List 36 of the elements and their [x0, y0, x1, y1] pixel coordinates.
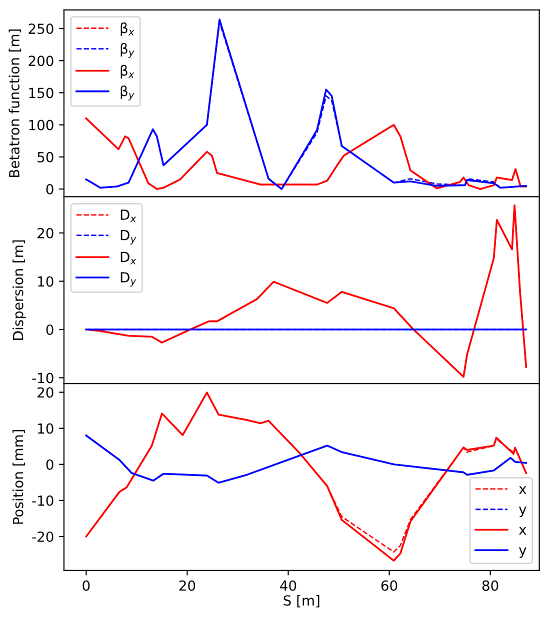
- legend-label: β$_{y}$: [120, 85, 134, 100]
- legend-label: D$_{x}$: [120, 210, 136, 222]
- y-tick-label: 0: [46, 184, 54, 195]
- legend-label: D$_{x}$: [120, 252, 136, 264]
- x-tick-label: 20: [179, 580, 196, 591]
- x-tick-label: 60: [381, 580, 398, 591]
- y-tick-label: 150: [29, 88, 54, 98]
- y-tick-label: 0: [46, 459, 54, 470]
- legend-label: D$_{y}$: [120, 230, 136, 244]
- y-tick-label: 50: [38, 152, 54, 162]
- legend-label: β$_{y}$: [120, 42, 134, 58]
- y-axis-title: Betatron function [m]: [8, 29, 22, 178]
- x-tick-label: 80: [482, 580, 498, 591]
- legend-label: D$_{y}$: [120, 272, 136, 287]
- x-tick-label: 0: [82, 580, 90, 591]
- y-tick-label: -20: [32, 531, 54, 542]
- y-tick-label: 20: [38, 387, 54, 398]
- y-tick-label: 250: [28, 24, 54, 34]
- y-tick-label: 10: [38, 423, 54, 434]
- legend-label: y: [518, 506, 526, 518]
- legend-label: β$_{x}$: [120, 22, 134, 36]
- y-tick-label: -10: [32, 372, 54, 384]
- y-tick-label: 0: [46, 324, 54, 335]
- legend-label: β$_{x}$: [120, 64, 134, 78]
- y-tick-label: -10: [32, 495, 54, 506]
- y-axis-title: Dispersion [m]: [12, 240, 26, 340]
- legend-label: y: [518, 547, 526, 558]
- legend-label: x: [518, 486, 526, 494]
- y-tick-label: 200: [28, 56, 54, 66]
- x-axis-title: S [m]: [284, 594, 320, 608]
- y-tick-label: 100: [29, 120, 54, 130]
- y-tick-label: 20: [38, 228, 54, 238]
- legend-label: x: [518, 527, 526, 535]
- x-tick-label: 40: [280, 580, 296, 591]
- y-tick-label: 10: [38, 276, 54, 287]
- y-axis-title: Position [mm]: [12, 430, 25, 524]
